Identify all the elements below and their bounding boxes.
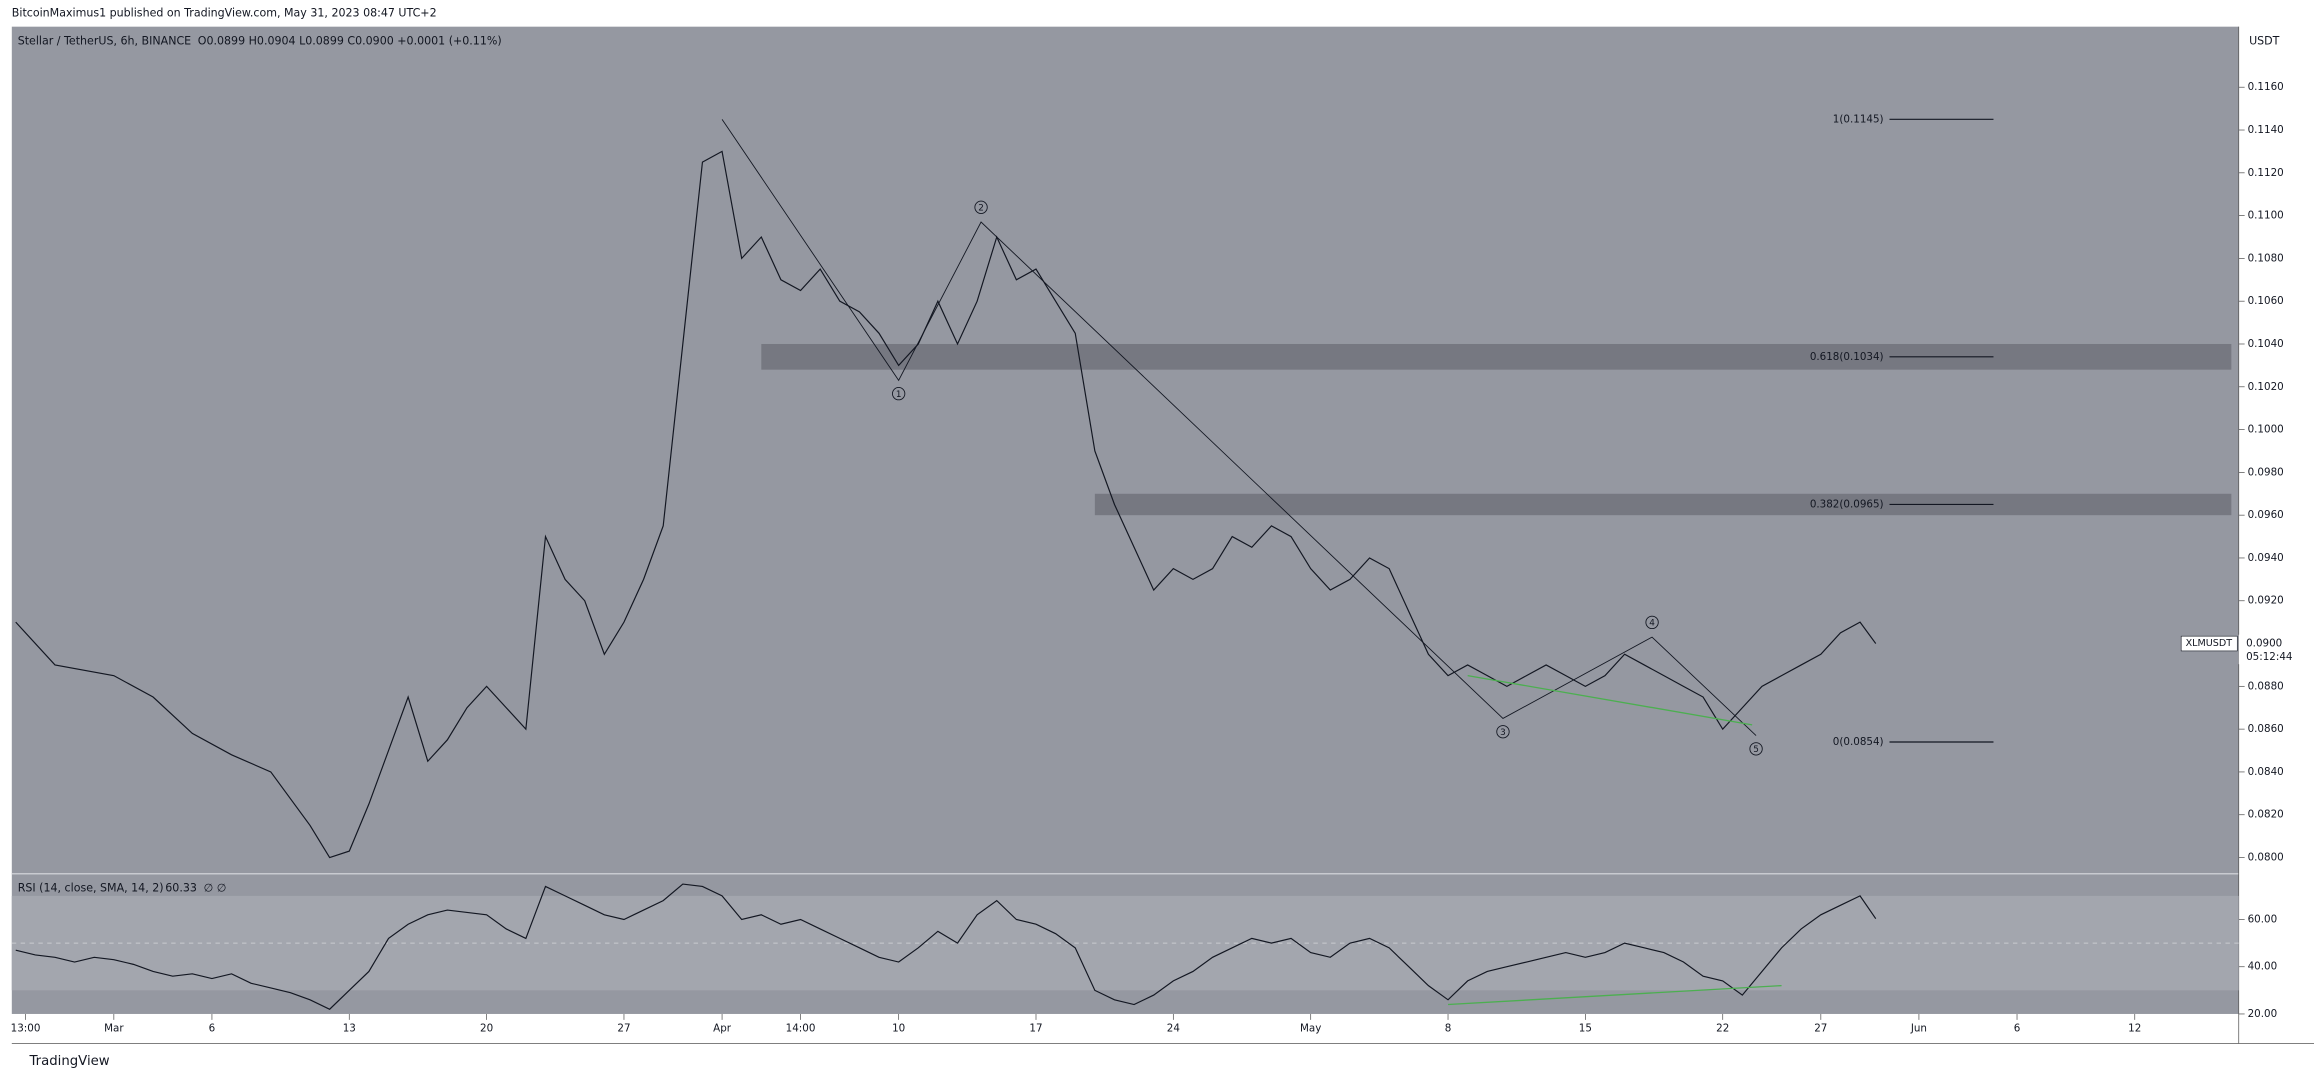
fib-label: 0(0.0854) — [1833, 736, 1884, 748]
rsi-extra: ∅ ∅ — [204, 882, 227, 895]
x-tick-label: 24 — [1167, 1023, 1180, 1035]
y-tick-label: 0.0960 — [2248, 509, 2284, 521]
y-tick-label: 0.0840 — [2248, 766, 2284, 778]
x-tick-label: 13 — [343, 1023, 356, 1035]
fib-label: 0.382(0.0965) — [1810, 498, 1884, 510]
last-price: 0.0900 — [2246, 638, 2282, 650]
wave-line — [721, 119, 1757, 736]
rsi-band — [11, 895, 2239, 991]
x-tick-label: 17 — [1029, 1023, 1042, 1035]
divergence-line — [1467, 674, 1753, 726]
x-tick-label: 15 — [1579, 1023, 1592, 1035]
x-tick-label: 6 — [209, 1023, 216, 1035]
chart-title: Stellar / TetherUS, 6h, BINANCE — [18, 34, 191, 47]
divergence-line — [1447, 984, 1782, 1006]
x-tick-label: 14:00 — [786, 1023, 816, 1035]
y-axis-label: USDT — [2249, 34, 2280, 47]
x-tick-label: 22 — [1716, 1023, 1729, 1035]
fib-label: 0.618(0.1034) — [1810, 351, 1884, 363]
y-tick-label: 0.1060 — [2248, 295, 2284, 307]
y-tick-label: 0.1020 — [2248, 381, 2284, 393]
last-price-tag — [2238, 634, 2298, 665]
ohlc: O0.0899 H0.0904 L0.0899 C0.0900 +0.0001 … — [198, 34, 502, 47]
x-tick-label: 10 — [892, 1023, 905, 1035]
countdown: 05:12:44 — [2246, 651, 2292, 663]
y-tick-label: 0.1040 — [2248, 338, 2284, 350]
y-tick-label: 0.1160 — [2248, 81, 2284, 93]
x-tick-label: 13:00 — [11, 1023, 41, 1035]
x-tick-label: Apr — [713, 1023, 732, 1035]
x-tick-label: 27 — [1814, 1023, 1827, 1035]
x-tick-label: May — [1300, 1023, 1321, 1035]
wave-label: 2 — [978, 204, 984, 214]
y-tick-label: 0.1140 — [2248, 124, 2284, 136]
x-tick-label: 12 — [2128, 1023, 2141, 1035]
y-tick-label: 0.0980 — [2248, 466, 2284, 478]
y-tick-label: 0.0820 — [2248, 809, 2284, 821]
y-tick-label: 0.1000 — [2248, 424, 2284, 436]
support-zone — [761, 343, 2232, 370]
wave-marker — [1496, 725, 1510, 739]
wave-label: 5 — [1753, 745, 1759, 755]
footer-logo-text: TradingView — [29, 1054, 110, 1069]
x-tick-label: Mar — [104, 1023, 124, 1035]
wave-marker — [892, 387, 906, 401]
x-tick-label: Jun — [1910, 1023, 1927, 1035]
y-tick-label: 0.0940 — [2248, 552, 2284, 564]
y-tick-label: 20.00 — [2248, 1008, 2278, 1020]
symbol-tag — [2180, 635, 2238, 652]
y-tick-label: 0.1120 — [2248, 167, 2284, 179]
price-line — [15, 883, 1877, 1010]
wave-label: 4 — [1649, 619, 1655, 629]
y-tick-label: 0.0800 — [2248, 852, 2284, 864]
y-tick-label: 0.1080 — [2248, 252, 2284, 264]
x-tick-label: 6 — [2014, 1023, 2021, 1035]
x-tick-label: 27 — [617, 1023, 630, 1035]
wave-marker — [974, 200, 988, 214]
rsi-title: RSI (14, close, SMA, 14, 2) — [18, 882, 164, 895]
symbol: XLMUSDT — [2186, 638, 2233, 649]
x-tick-label: 8 — [1445, 1023, 1452, 1035]
support-zone — [1094, 493, 2232, 516]
y-tick-label: 40.00 — [2248, 961, 2278, 973]
publisher: BitcoinMaximus1 published on TradingView… — [12, 6, 437, 19]
y-tick-label: 0.0860 — [2248, 723, 2284, 735]
wave-label: 1 — [896, 390, 902, 400]
wave-label: 3 — [1500, 728, 1506, 738]
y-tick-label: 0.1100 — [2248, 210, 2284, 222]
chart-background — [11, 26, 2239, 1014]
fib-label: 1(0.1145) — [1833, 113, 1884, 125]
wave-marker — [1749, 742, 1763, 756]
rsi-value: 60.33 — [165, 882, 197, 895]
y-tick-label: 0.0920 — [2248, 595, 2284, 607]
wave-marker — [1645, 615, 1659, 630]
y-tick-label: 60.00 — [2248, 914, 2278, 926]
x-tick-label: 20 — [480, 1023, 493, 1035]
y-tick-label: 0.0880 — [2248, 680, 2284, 692]
price-line — [15, 150, 1877, 859]
